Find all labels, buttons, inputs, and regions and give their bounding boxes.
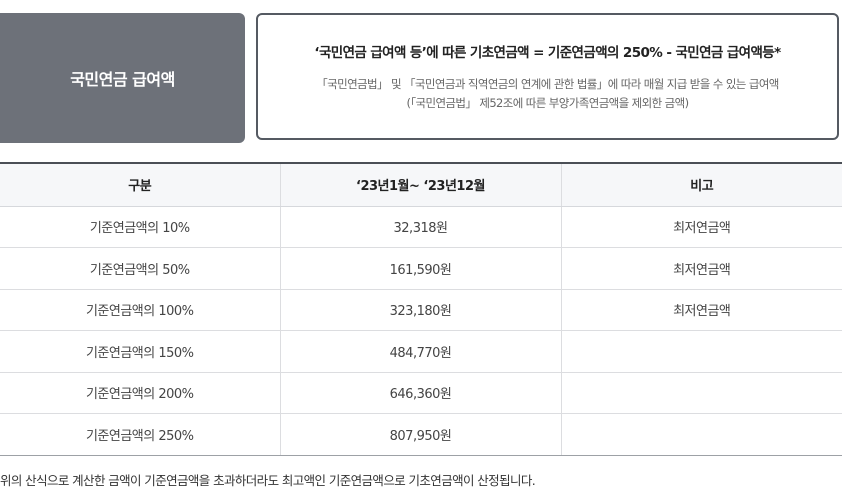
row-amount: 161,590원 [279, 247, 561, 290]
formula-note-line-1: 「국민연금법」 및 「국민연금과 직역연금의 연계에 관한 법률」에 따라 매월… [316, 76, 779, 91]
formula-text: ‘국민연금 급여액 등’에 따른 기초연금액 = 기준연금액의 250% - 국… [314, 44, 781, 61]
formula-box: ‘국민연금 급여액 등’에 따른 기초연금액 = 기준연금액의 250% - 국… [256, 13, 839, 140]
table-header-row: 구분 ‘23년1월~ ‘23년12월 비고 [0, 162, 842, 207]
table-row: 기준연금액의 250% 807,950원 [0, 413, 842, 456]
row-category: 기준연금액의 250% [0, 413, 280, 456]
row-remarks: 최저연금액 [560, 247, 842, 290]
column-header-period: ‘23년1월~ ‘23년12월 [279, 162, 561, 207]
row-amount: 323,180원 [279, 289, 561, 331]
row-category: 기준연금액의 10% [0, 206, 280, 248]
row-category: 기준연금액의 200% [0, 372, 280, 414]
formula-note: 「국민연금법」 및 「국민연금과 직역연금의 연계에 관한 법률」에 따라 매월… [316, 75, 779, 113]
table-row: 기준연금액의 50% 161,590원 최저연금액 [0, 247, 842, 290]
table-row: 기준연금액의 150% 484,770원 [0, 330, 842, 373]
row-remarks [560, 372, 842, 414]
row-category: 기준연금액의 150% [0, 330, 280, 373]
column-header-remarks: 비고 [560, 162, 842, 207]
row-amount: 807,950원 [279, 413, 561, 456]
row-remarks [560, 330, 842, 373]
formula-note-line-2: (「국민연금법」 제52조에 따른 부양가족연금액을 제외한 금액) [406, 95, 689, 110]
row-remarks: 최저연금액 [560, 206, 842, 248]
table-row: 기준연금액의 200% 646,360원 [0, 372, 842, 414]
footnote: 위의 산식으로 계산한 금액이 기준연금액을 초과하더라도 최고액인 기준연금액… [0, 473, 536, 488]
pension-label-text: 국민연금 급여액 [70, 70, 175, 89]
row-remarks [560, 413, 842, 456]
pension-label-box: 국민연금 급여액 [0, 13, 245, 143]
row-amount: 32,318원 [279, 206, 561, 248]
row-amount: 484,770원 [279, 330, 561, 373]
row-amount: 646,360원 [279, 372, 561, 414]
row-category: 기준연금액의 50% [0, 247, 280, 290]
table-row: 기준연금액의 10% 32,318원 최저연금액 [0, 206, 842, 248]
row-remarks: 최저연금액 [560, 289, 842, 331]
pension-amount-table: 구분 ‘23년1월~ ‘23년12월 비고 기준연금액의 10% 32,318원… [0, 162, 842, 456]
table-row: 기준연금액의 100% 323,180원 최저연금액 [0, 289, 842, 331]
row-category: 기준연금액의 100% [0, 289, 280, 331]
column-header-category: 구분 [0, 162, 280, 207]
